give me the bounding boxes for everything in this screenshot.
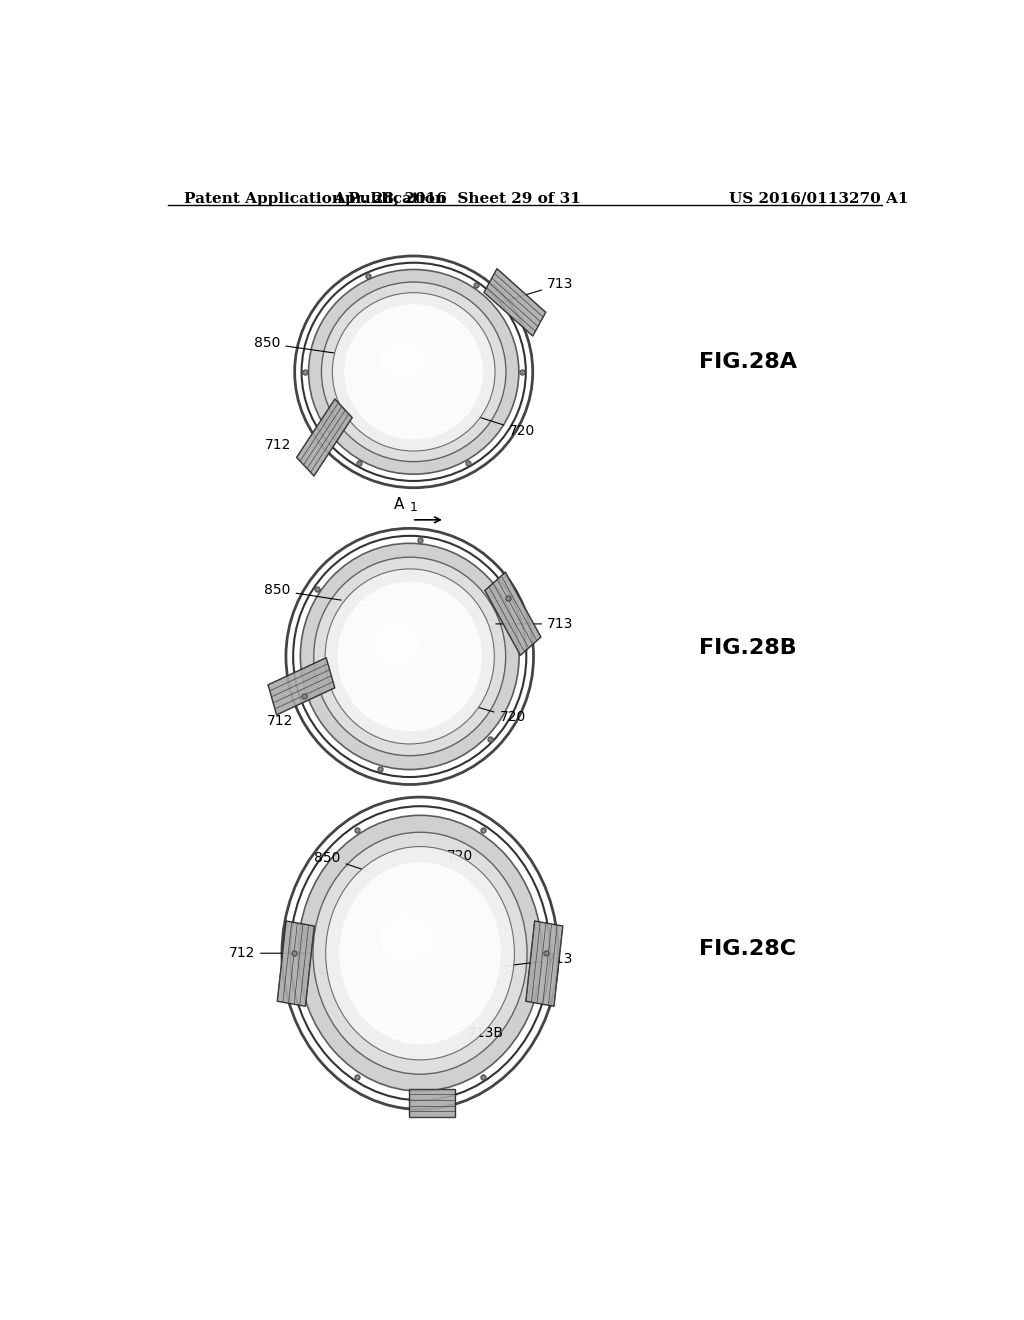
Text: US 2016/0113270 A1: US 2016/0113270 A1 — [729, 191, 908, 206]
Text: 712: 712 — [267, 714, 293, 729]
Polygon shape — [409, 1089, 455, 1117]
Text: FIG.28A: FIG.28A — [699, 351, 798, 372]
Ellipse shape — [313, 832, 527, 1074]
Ellipse shape — [380, 342, 424, 379]
Ellipse shape — [344, 304, 483, 440]
Text: 713: 713 — [496, 616, 573, 631]
Text: 850: 850 — [254, 337, 336, 354]
Ellipse shape — [380, 913, 432, 962]
Ellipse shape — [338, 582, 482, 731]
Text: 720: 720 — [473, 416, 536, 438]
Polygon shape — [526, 921, 563, 1006]
Ellipse shape — [326, 846, 514, 1060]
Ellipse shape — [340, 862, 501, 1044]
Text: Apr. 28, 2016  Sheet 29 of 31: Apr. 28, 2016 Sheet 29 of 31 — [334, 191, 582, 206]
Ellipse shape — [333, 293, 495, 451]
Ellipse shape — [374, 623, 421, 664]
Text: 720: 720 — [434, 849, 473, 869]
Text: FIG.28C: FIG.28C — [699, 939, 797, 960]
Ellipse shape — [308, 269, 519, 474]
Text: 713B: 713B — [442, 1015, 504, 1040]
Text: 712: 712 — [264, 438, 291, 451]
Ellipse shape — [300, 544, 519, 770]
Ellipse shape — [326, 569, 495, 744]
Polygon shape — [484, 268, 546, 337]
Polygon shape — [485, 572, 541, 656]
Polygon shape — [268, 657, 335, 715]
Text: 1: 1 — [410, 502, 418, 515]
Text: 850: 850 — [314, 850, 368, 871]
Text: FIG.28B: FIG.28B — [699, 639, 797, 659]
Ellipse shape — [313, 557, 506, 755]
Text: 712: 712 — [228, 946, 310, 960]
Text: A: A — [394, 498, 404, 512]
Text: 713: 713 — [504, 952, 573, 966]
Ellipse shape — [298, 816, 542, 1092]
Text: 713: 713 — [502, 277, 573, 302]
Polygon shape — [297, 399, 352, 477]
Ellipse shape — [322, 282, 506, 462]
Text: 720: 720 — [473, 706, 525, 725]
Text: Patent Application Publication: Patent Application Publication — [183, 191, 445, 206]
Text: 850: 850 — [264, 583, 341, 601]
Polygon shape — [278, 921, 314, 1006]
